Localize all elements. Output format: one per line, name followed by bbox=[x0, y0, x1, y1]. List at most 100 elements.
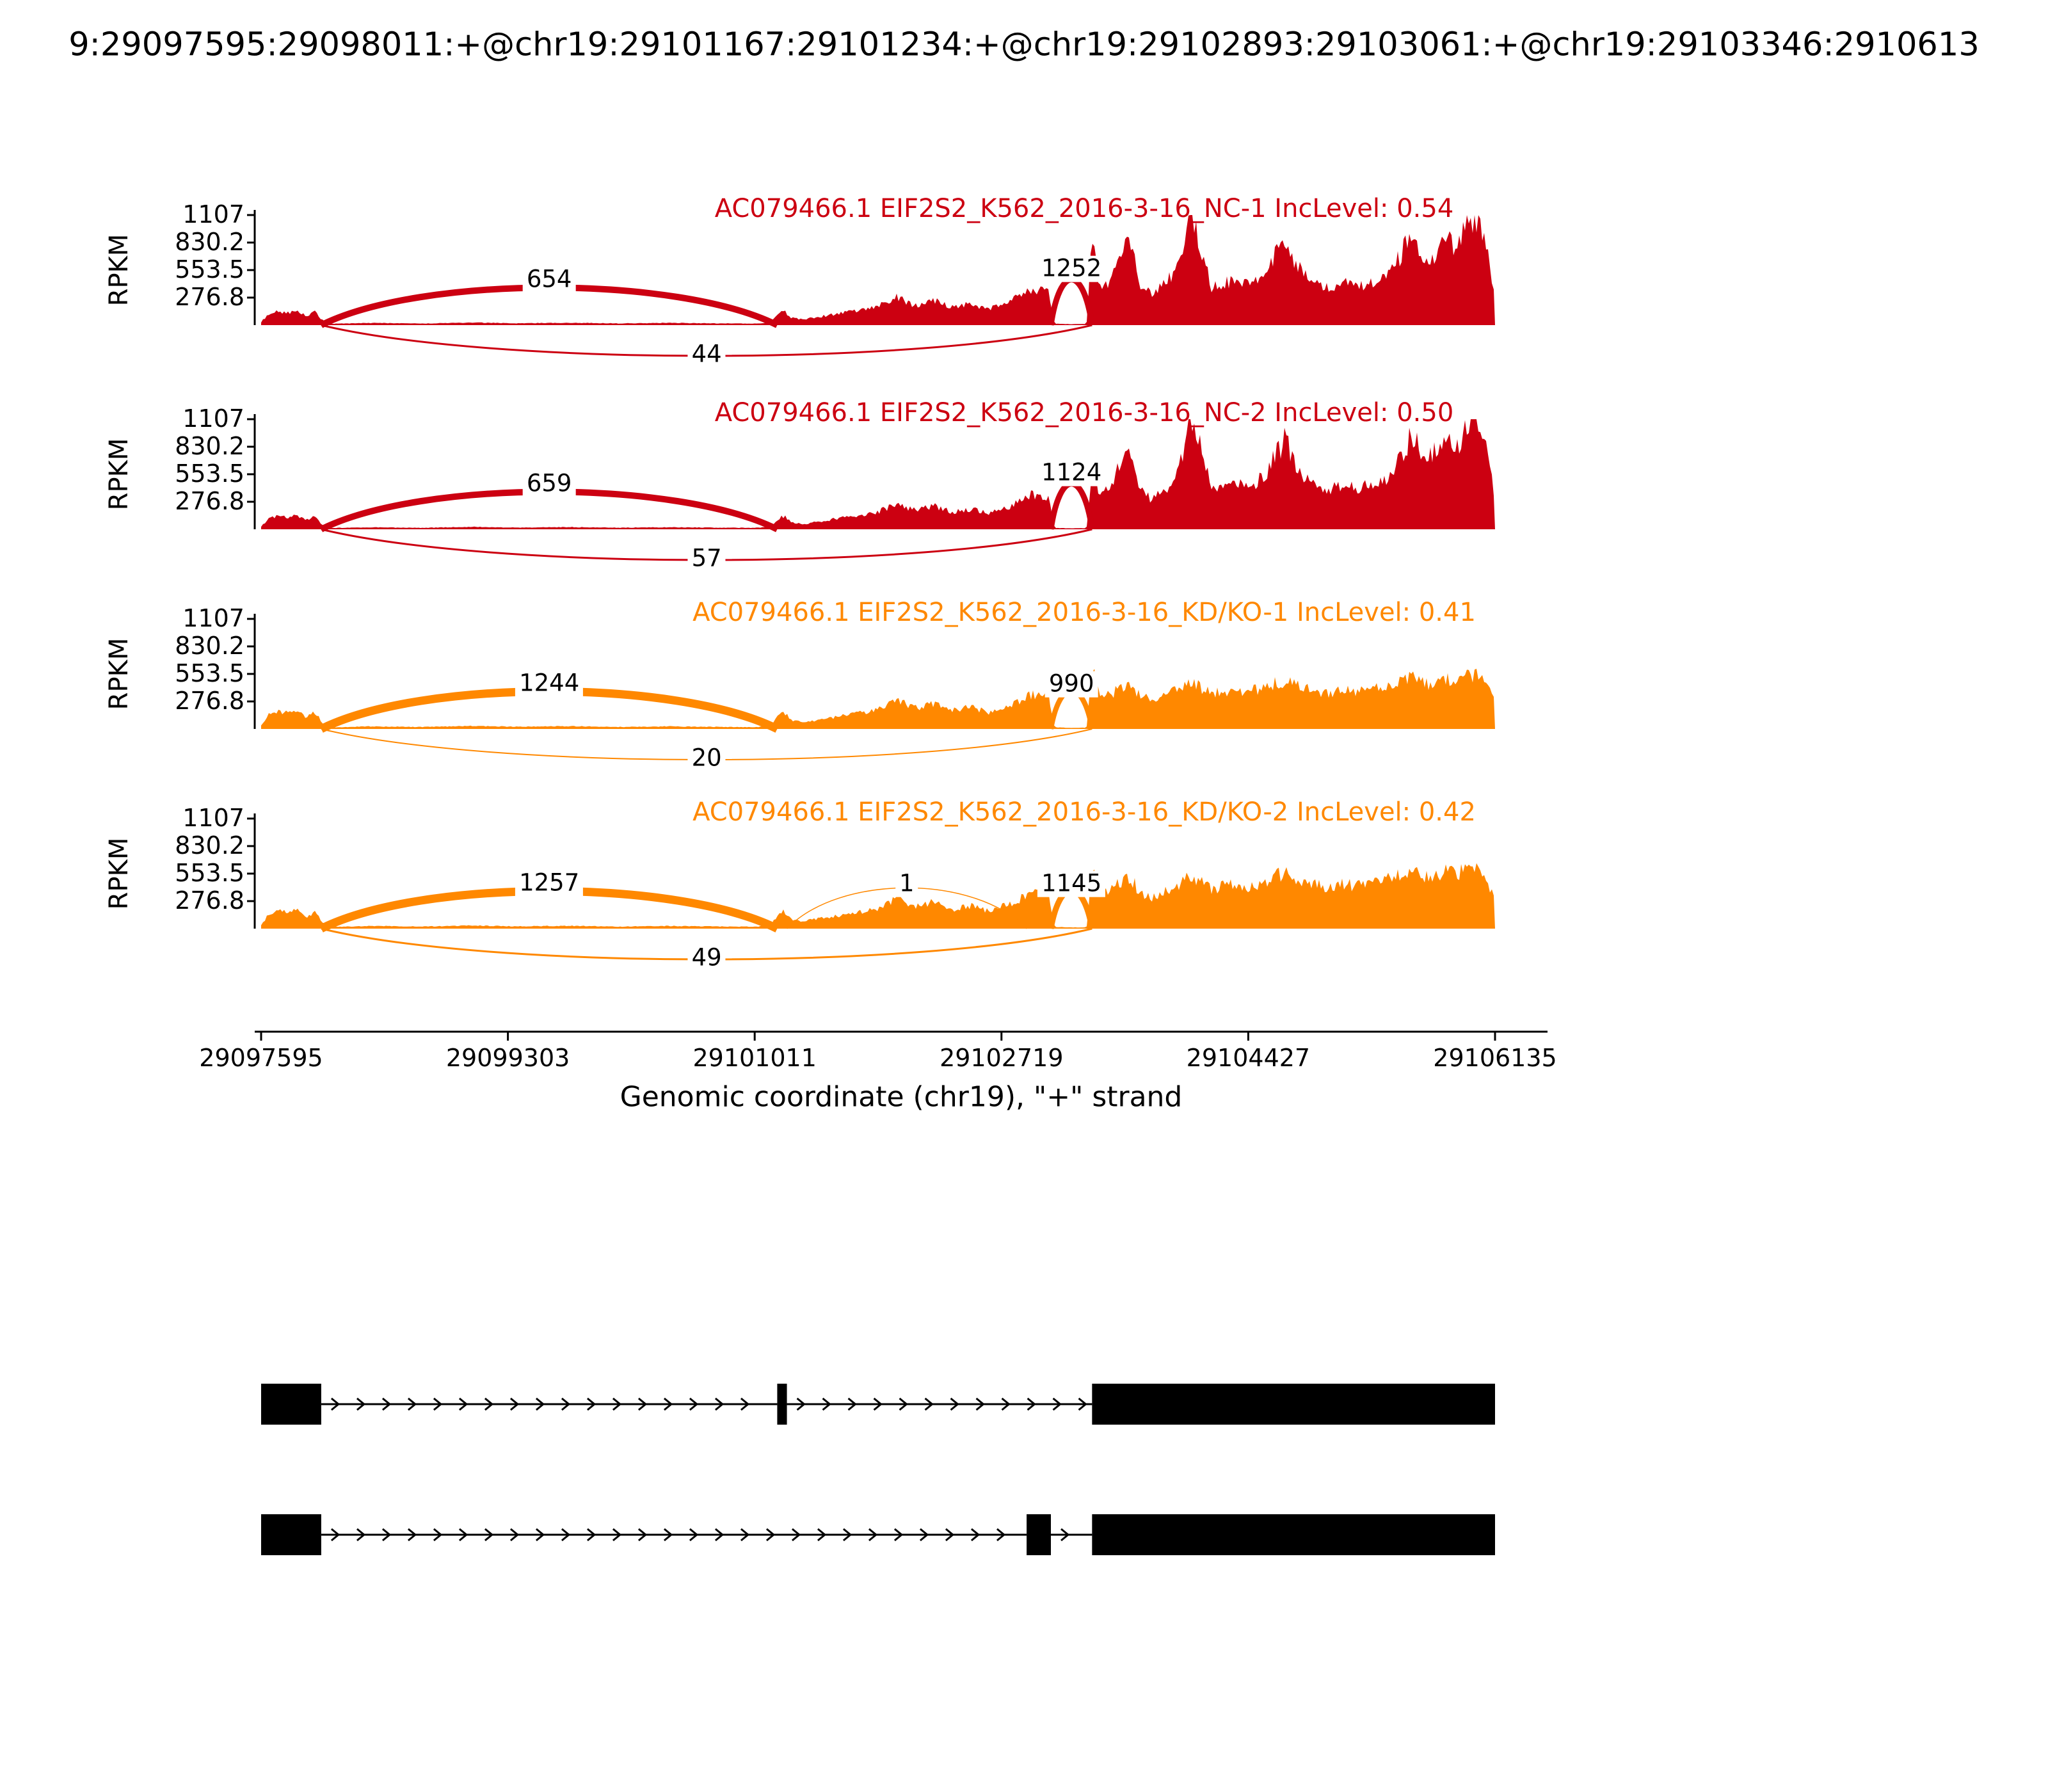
intron-arrow-icon bbox=[586, 1528, 595, 1542]
y-tick-label: 830.2 bbox=[175, 632, 244, 660]
x-tick-label: 29102719 bbox=[940, 1044, 1064, 1073]
x-axis-label: Genomic coordinate (chr19), "+" strand bbox=[620, 1080, 1183, 1114]
plot-title: 9:29097595:29098011:+@chr19:29101167:291… bbox=[68, 26, 1980, 64]
junction-count-label: 1252 bbox=[1037, 255, 1106, 282]
junction-count-label: 1257 bbox=[515, 870, 584, 897]
intron-arrow-icon bbox=[356, 1397, 365, 1411]
intron-arrow-icon bbox=[842, 1528, 851, 1542]
intron-arrow-icon bbox=[612, 1397, 621, 1411]
intron-arrow-icon bbox=[868, 1528, 877, 1542]
intron-arrow-icon bbox=[356, 1528, 365, 1542]
junction-arc bbox=[319, 887, 780, 932]
coverage-area bbox=[261, 668, 1495, 729]
junction-count-label: 44 bbox=[687, 341, 726, 368]
intron-arrow-icon bbox=[561, 1528, 570, 1542]
intron-arrow-icon bbox=[407, 1528, 416, 1542]
junction-count-label: 654 bbox=[522, 266, 576, 293]
intron-arrow-icon bbox=[1027, 1397, 1036, 1411]
exon-rect bbox=[777, 1384, 787, 1425]
x-tick-label: 29104427 bbox=[1186, 1044, 1311, 1073]
intron-arrow-icon bbox=[950, 1397, 959, 1411]
y-tick-label: 276.8 bbox=[175, 886, 244, 915]
y-tick-label: 830.2 bbox=[175, 831, 244, 860]
y-tick-label: 553.5 bbox=[175, 460, 244, 488]
junction-count-label: 1 bbox=[895, 870, 918, 897]
junction-arc bbox=[1048, 481, 1095, 530]
junction-arc bbox=[319, 687, 780, 733]
exon-rect bbox=[1027, 1514, 1052, 1555]
intron-arrow-icon bbox=[924, 1397, 933, 1411]
intron-arrow-icon bbox=[1001, 1397, 1010, 1411]
y-axis-title: RPKM bbox=[104, 438, 134, 511]
intron-arrow-icon bbox=[945, 1528, 954, 1542]
intron-arrow-icon bbox=[1052, 1397, 1061, 1411]
intron-arrow-icon bbox=[919, 1528, 928, 1542]
y-tick-label: 553.5 bbox=[175, 659, 244, 688]
intron-arrow-icon bbox=[663, 1528, 672, 1542]
intron-arrow-icon bbox=[330, 1397, 339, 1411]
x-tick-label: 29097595 bbox=[199, 1044, 323, 1073]
intron-arrow-icon bbox=[1078, 1397, 1087, 1411]
y-axis-title: RPKM bbox=[104, 837, 134, 910]
y-axis-title: RPKM bbox=[104, 637, 134, 710]
intron-arrow-icon bbox=[740, 1528, 749, 1542]
exon-rect bbox=[1092, 1384, 1495, 1425]
intron-arrow-icon bbox=[893, 1528, 902, 1542]
intron-arrow-icon bbox=[381, 1397, 390, 1411]
intron-arrow-icon bbox=[899, 1397, 908, 1411]
y-tick-label: 276.8 bbox=[175, 283, 244, 312]
y-tick-label: 553.5 bbox=[175, 255, 244, 284]
intron-arrow-icon bbox=[847, 1397, 856, 1411]
intron-arrow-icon bbox=[535, 1397, 544, 1411]
exon-rect bbox=[1092, 1514, 1495, 1555]
y-axis-title: RPKM bbox=[104, 234, 134, 307]
x-tick-label: 29101011 bbox=[692, 1044, 817, 1073]
y-tick-label: 553.5 bbox=[175, 859, 244, 888]
intron-arrow-icon bbox=[689, 1397, 698, 1411]
intron-arrow-icon bbox=[330, 1528, 339, 1542]
track-title: AC079466.1 EIF2S2_K562_2016-3-16_NC-1 In… bbox=[714, 194, 1454, 223]
junction-count-label: 1244 bbox=[515, 670, 584, 697]
intron-arrow-icon bbox=[663, 1397, 672, 1411]
coverage-area bbox=[261, 215, 1495, 325]
intron-arrow-icon bbox=[975, 1397, 984, 1411]
y-tick-label: 1107 bbox=[182, 404, 244, 433]
x-tick-label: 29106135 bbox=[1433, 1044, 1557, 1073]
intron-arrow-icon bbox=[714, 1397, 723, 1411]
y-tick-label: 830.2 bbox=[175, 432, 244, 461]
intron-arrow-icon bbox=[873, 1397, 882, 1411]
junction-count-label: 1145 bbox=[1037, 870, 1106, 897]
intron-arrow-icon bbox=[970, 1528, 979, 1542]
junction-count-label: 1124 bbox=[1037, 460, 1106, 486]
intron-arrow-icon bbox=[561, 1397, 570, 1411]
intron-arrow-icon bbox=[765, 1528, 774, 1542]
intron-arrow-icon bbox=[714, 1528, 723, 1542]
exon-rect bbox=[261, 1514, 321, 1555]
intron-arrow-icon bbox=[509, 1528, 518, 1542]
intron-arrow-icon bbox=[433, 1528, 442, 1542]
intron-arrow-icon bbox=[1060, 1528, 1069, 1542]
junction-arc bbox=[319, 284, 779, 328]
intron-arrow-icon bbox=[637, 1528, 646, 1542]
intron-arrow-icon bbox=[509, 1397, 518, 1411]
intron-arrow-icon bbox=[407, 1397, 416, 1411]
intron-arrow-icon bbox=[791, 1528, 800, 1542]
junction-count-label: 659 bbox=[522, 470, 576, 497]
coverage-area bbox=[261, 419, 1495, 529]
intron-arrow-icon bbox=[817, 1528, 826, 1542]
intron-arrow-icon bbox=[796, 1397, 805, 1411]
junction-count-label: 20 bbox=[687, 745, 726, 772]
intron-arrow-icon bbox=[458, 1528, 467, 1542]
junction-count-label: 49 bbox=[687, 945, 726, 972]
intron-arrow-icon bbox=[740, 1397, 749, 1411]
junction-count-label: 990 bbox=[1044, 671, 1098, 698]
track-title: AC079466.1 EIF2S2_K562_2016-3-16_NC-2 In… bbox=[714, 398, 1454, 428]
intron-arrow-icon bbox=[484, 1397, 493, 1411]
y-tick-label: 1107 bbox=[182, 804, 244, 833]
track-title: AC079466.1 EIF2S2_K562_2016-3-16_KD/KO-2… bbox=[692, 797, 1476, 827]
intron-arrow-icon bbox=[637, 1397, 646, 1411]
exon-rect bbox=[261, 1384, 321, 1425]
junction-count-label: 57 bbox=[687, 545, 726, 572]
intron-arrow-icon bbox=[822, 1397, 831, 1411]
